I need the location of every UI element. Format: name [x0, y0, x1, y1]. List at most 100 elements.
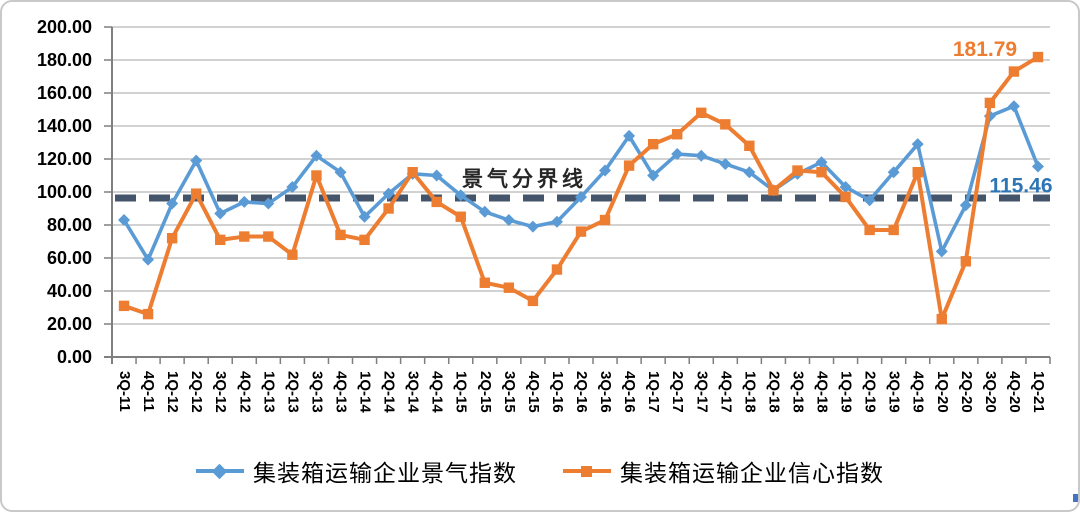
x-axis-labels: 3Q-11 4Q-11 1Q-12 2Q-12 3Q-12 4Q-12 1Q-13 2Q-13… — [116, 371, 1047, 413]
diamond-marker-icon — [118, 214, 131, 227]
diamond-marker-icon — [238, 195, 251, 208]
legend: 集装箱运输企业景气指数 集装箱运输企业信心指数 — [2, 451, 1078, 491]
x-axis-tick-label: 4Q-19 — [910, 371, 927, 413]
x-axis-tick-label: 3Q-11 — [116, 371, 133, 412]
x-axis-tick-label: 4Q-11 — [140, 371, 157, 412]
x-axis-tick-label: 1Q-21 — [1030, 371, 1047, 413]
square-marker-icon — [599, 214, 611, 226]
square-marker-icon — [335, 229, 346, 241]
confidence-index-markers — [118, 51, 1044, 325]
diamond-marker-icon — [743, 166, 756, 179]
square-marker-icon — [527, 295, 539, 307]
x-axis-tick-label: 2Q-16 — [573, 371, 590, 413]
square-marker-icon — [311, 170, 322, 181]
x-axis-tick-label: 4Q-15 — [525, 371, 542, 413]
square-marker-icon — [960, 256, 972, 267]
diamond-marker-icon — [526, 220, 539, 233]
x-axis-tick-label: 2Q-19 — [862, 371, 879, 413]
x-axis-tick-label: 4Q-17 — [717, 371, 734, 413]
x-axis-tick-label: 2Q-17 — [669, 371, 686, 413]
annotation-confidence-value: 181.79 — [953, 38, 1017, 61]
legend-line-diamond-icon — [196, 463, 244, 479]
square-marker-icon — [912, 167, 923, 178]
diamond-marker-icon — [1031, 160, 1044, 173]
square-marker-icon — [888, 224, 899, 236]
y-axis-tick-label: 80.00 — [47, 215, 92, 235]
x-axis-tick-label: 2Q-12 — [188, 371, 205, 413]
square-marker-icon — [840, 191, 851, 203]
diamond-marker-icon — [214, 207, 227, 220]
y-axis-tick-label: 0.00 — [57, 347, 92, 367]
x-axis-tick-label: 3Q-15 — [501, 371, 518, 413]
diamond-marker-icon — [695, 149, 708, 162]
square-marker-icon — [984, 97, 996, 109]
x-axis-tick-label: 4Q-18 — [814, 371, 831, 413]
diamond-marker-icon — [815, 156, 828, 169]
y-axis-tick-label: 180.00 — [37, 50, 92, 70]
square-marker-icon — [792, 165, 803, 176]
diamond-marker-icon — [887, 166, 900, 179]
x-axis-tick-label: 1Q-15 — [453, 371, 470, 413]
square-marker-icon — [190, 188, 202, 199]
square-marker-icon — [431, 196, 442, 208]
diamond-marker-icon — [166, 197, 179, 210]
square-marker-icon — [864, 224, 875, 236]
diamond-marker-icon — [1007, 100, 1020, 113]
diamond-marker-icon — [502, 214, 515, 227]
x-axis-tick-label: 1Q-20 — [934, 371, 951, 413]
y-axis-tick-label: 60.00 — [47, 248, 92, 268]
square-marker-icon — [672, 129, 683, 140]
prosperity-index-markers — [118, 100, 1044, 266]
y-axis-labels: 0.00 20.00 40.00 60.00 80.00 100.00 120.00 140.… — [37, 17, 92, 367]
square-marker-icon — [263, 231, 274, 242]
x-axis-tick-label: 4Q-12 — [236, 371, 253, 413]
square-marker-icon — [239, 231, 250, 242]
diamond-marker-icon — [478, 205, 491, 218]
square-marker-icon — [503, 282, 515, 293]
diamond-marker-icon — [719, 157, 732, 170]
x-axis-tick-label: 3Q-16 — [597, 371, 614, 413]
diamond-marker-icon — [863, 194, 876, 207]
x-axis-tick-label: 1Q-17 — [645, 371, 662, 413]
square-marker-icon — [383, 203, 394, 214]
diamond-marker-icon — [190, 154, 203, 167]
square-marker-icon — [479, 277, 490, 288]
gridlines — [104, 26, 1050, 358]
diamond-marker-icon — [550, 215, 563, 228]
diamond-marker-icon — [358, 210, 371, 223]
diamond-marker-icon — [454, 189, 467, 202]
square-marker-icon — [287, 249, 298, 260]
annotation-prosperity-value: 115.46 — [989, 174, 1052, 197]
y-axis-tick-label: 120.00 — [37, 149, 92, 169]
square-marker-icon — [551, 264, 563, 275]
x-axis-tick-label: 4Q-13 — [332, 371, 349, 413]
x-axis-tick-label: 4Q-14 — [429, 371, 446, 413]
x-axis-tick-label: 1Q-12 — [164, 371, 181, 413]
x-axis-tick-label: 4Q-20 — [1006, 371, 1023, 413]
square-marker-icon — [696, 107, 707, 118]
x-axis-tick-label: 3Q-13 — [308, 371, 325, 413]
y-axis-tick-label: 100.00 — [37, 182, 92, 202]
x-axis-tick-label: 3Q-18 — [789, 371, 806, 413]
square-marker-icon — [768, 185, 779, 196]
y-axis-tick-label: 20.00 — [47, 314, 92, 334]
diamond-marker-icon — [647, 169, 660, 182]
square-marker-icon — [575, 226, 587, 237]
x-axis-tick-label: 1Q-18 — [741, 371, 758, 413]
x-axis-tick-label: 2Q-14 — [381, 371, 398, 413]
x-axis-tick-label: 1Q-13 — [260, 371, 277, 413]
square-marker-icon — [455, 211, 466, 222]
diamond-marker-icon — [334, 166, 347, 179]
diamond-marker-icon — [262, 197, 275, 210]
diamond-marker-icon — [142, 253, 155, 266]
diamond-marker-icon — [310, 149, 323, 162]
diamond-marker-icon — [623, 129, 636, 142]
x-axis-tick-label: 1Q-16 — [549, 371, 566, 413]
x-axis-tick-label: 1Q-14 — [357, 371, 374, 413]
square-marker-icon — [215, 234, 226, 246]
y-axis-tick-label: 200.00 — [37, 17, 92, 37]
square-marker-icon — [1008, 66, 1020, 77]
axes — [104, 27, 1051, 364]
